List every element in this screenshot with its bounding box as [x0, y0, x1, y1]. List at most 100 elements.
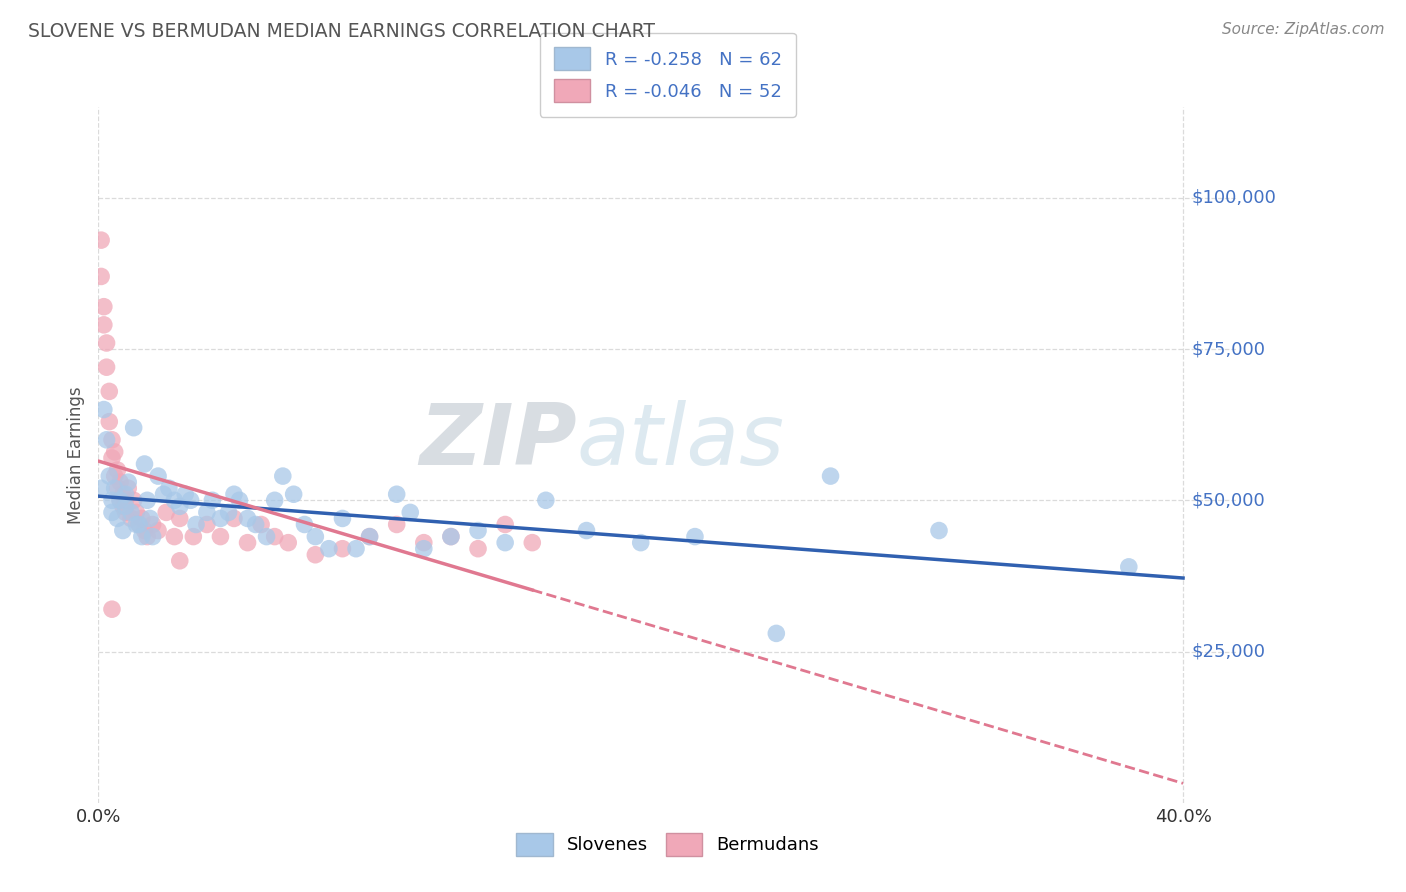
Point	[101, 493, 124, 508]
Point	[136, 530, 159, 544]
Point	[134, 524, 156, 538]
Point	[111, 500, 134, 514]
Point	[131, 511, 153, 525]
Point	[111, 524, 134, 538]
Point	[125, 517, 148, 532]
Point	[93, 318, 115, 332]
Point	[101, 505, 124, 519]
Point	[163, 493, 186, 508]
Point	[90, 233, 112, 247]
Point	[146, 469, 169, 483]
Point	[440, 530, 463, 544]
Point	[494, 535, 516, 549]
Point	[399, 505, 422, 519]
Point	[304, 548, 326, 562]
Point	[236, 511, 259, 525]
Point	[117, 475, 139, 490]
Point	[467, 541, 489, 556]
Point	[142, 530, 165, 544]
Point	[114, 493, 136, 508]
Point	[263, 530, 285, 544]
Text: atlas: atlas	[576, 400, 785, 483]
Point	[101, 602, 124, 616]
Y-axis label: Median Earnings: Median Earnings	[67, 386, 86, 524]
Point	[111, 487, 134, 501]
Point	[107, 511, 129, 525]
Point	[256, 530, 278, 544]
Text: ZIP: ZIP	[419, 400, 576, 483]
Point	[222, 487, 245, 501]
Point	[174, 487, 197, 501]
Point	[250, 517, 273, 532]
Point	[575, 524, 598, 538]
Point	[277, 535, 299, 549]
Point	[294, 517, 316, 532]
Point	[201, 493, 224, 508]
Text: $100,000: $100,000	[1191, 189, 1277, 207]
Point	[101, 433, 124, 447]
Point	[93, 300, 115, 314]
Point	[271, 469, 294, 483]
Point	[108, 493, 131, 508]
Point	[128, 517, 150, 532]
Point	[304, 530, 326, 544]
Text: $25,000: $25,000	[1191, 642, 1265, 661]
Point	[152, 487, 174, 501]
Text: Source: ZipAtlas.com: Source: ZipAtlas.com	[1222, 22, 1385, 37]
Point	[98, 469, 121, 483]
Point	[122, 493, 145, 508]
Point	[107, 463, 129, 477]
Point	[1118, 559, 1140, 574]
Point	[104, 469, 127, 483]
Text: $50,000: $50,000	[1191, 491, 1265, 509]
Point	[180, 493, 202, 508]
Point	[104, 445, 127, 459]
Point	[195, 517, 218, 532]
Point	[765, 626, 787, 640]
Point	[146, 524, 169, 538]
Point	[183, 530, 205, 544]
Point	[263, 493, 285, 508]
Point	[385, 517, 408, 532]
Point	[245, 517, 267, 532]
Point	[683, 530, 706, 544]
Point	[101, 450, 124, 465]
Point	[332, 541, 354, 556]
Point	[155, 505, 177, 519]
Point	[195, 505, 218, 519]
Point	[131, 530, 153, 544]
Point	[412, 535, 434, 549]
Point	[139, 511, 162, 525]
Point	[98, 415, 121, 429]
Point	[122, 420, 145, 434]
Point	[114, 487, 136, 501]
Point	[114, 505, 136, 519]
Point	[120, 511, 142, 525]
Point	[218, 505, 240, 519]
Point	[467, 524, 489, 538]
Point	[108, 475, 131, 490]
Point	[928, 524, 950, 538]
Point	[157, 481, 180, 495]
Point	[283, 487, 305, 501]
Point	[128, 517, 150, 532]
Point	[228, 493, 250, 508]
Point	[209, 530, 232, 544]
Point	[359, 530, 381, 544]
Point	[344, 541, 367, 556]
Point	[134, 457, 156, 471]
Point	[820, 469, 842, 483]
Point	[98, 384, 121, 399]
Point	[169, 554, 191, 568]
Point	[90, 481, 112, 495]
Point	[359, 530, 381, 544]
Point	[107, 481, 129, 495]
Point	[108, 493, 131, 508]
Point	[96, 360, 118, 375]
Point	[93, 402, 115, 417]
Point	[440, 530, 463, 544]
Point	[125, 505, 148, 519]
Point	[169, 511, 191, 525]
Point	[385, 487, 408, 501]
Text: SLOVENE VS BERMUDAN MEDIAN EARNINGS CORRELATION CHART: SLOVENE VS BERMUDAN MEDIAN EARNINGS CORR…	[28, 22, 655, 41]
